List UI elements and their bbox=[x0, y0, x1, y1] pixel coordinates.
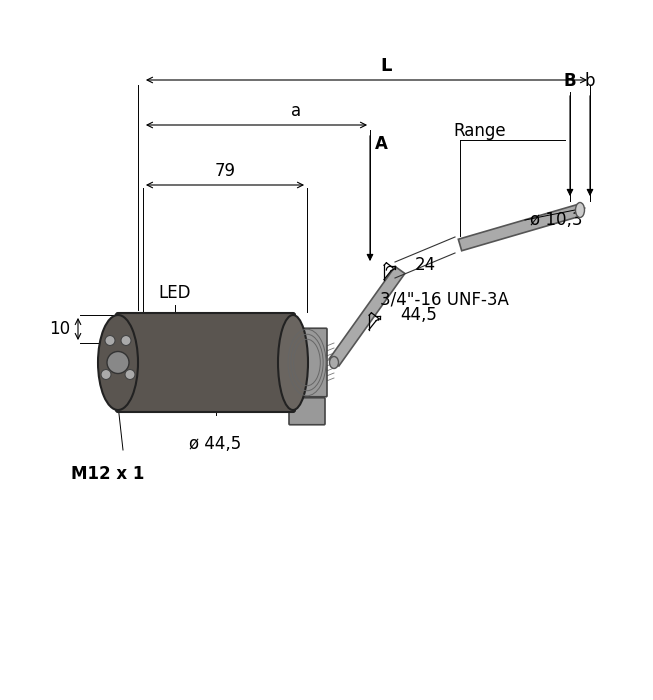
Ellipse shape bbox=[101, 370, 111, 379]
Text: a: a bbox=[291, 102, 302, 120]
Ellipse shape bbox=[125, 370, 135, 379]
FancyBboxPatch shape bbox=[116, 313, 295, 412]
Text: 24: 24 bbox=[415, 256, 436, 274]
Text: 79: 79 bbox=[214, 162, 236, 180]
Text: ø 44,5: ø 44,5 bbox=[189, 435, 242, 453]
Ellipse shape bbox=[105, 335, 115, 346]
Ellipse shape bbox=[575, 202, 584, 218]
Text: LED: LED bbox=[159, 284, 191, 302]
Text: B: B bbox=[564, 72, 577, 90]
FancyBboxPatch shape bbox=[287, 328, 327, 397]
Ellipse shape bbox=[121, 335, 131, 346]
Text: b: b bbox=[584, 72, 596, 90]
Ellipse shape bbox=[278, 315, 308, 410]
Text: ø 10,3: ø 10,3 bbox=[530, 211, 582, 229]
Text: A: A bbox=[375, 135, 388, 153]
Polygon shape bbox=[329, 267, 405, 366]
Text: L: L bbox=[381, 57, 392, 75]
Ellipse shape bbox=[330, 356, 338, 368]
Text: M12 x 1: M12 x 1 bbox=[71, 465, 145, 483]
Polygon shape bbox=[458, 204, 582, 251]
Text: 3/4"-16 UNF-3A: 3/4"-16 UNF-3A bbox=[380, 290, 509, 308]
Ellipse shape bbox=[107, 351, 129, 374]
Ellipse shape bbox=[98, 315, 138, 410]
Text: 10: 10 bbox=[49, 320, 70, 338]
Text: Range: Range bbox=[454, 122, 506, 140]
FancyBboxPatch shape bbox=[289, 398, 325, 425]
Text: 44,5: 44,5 bbox=[400, 306, 437, 324]
